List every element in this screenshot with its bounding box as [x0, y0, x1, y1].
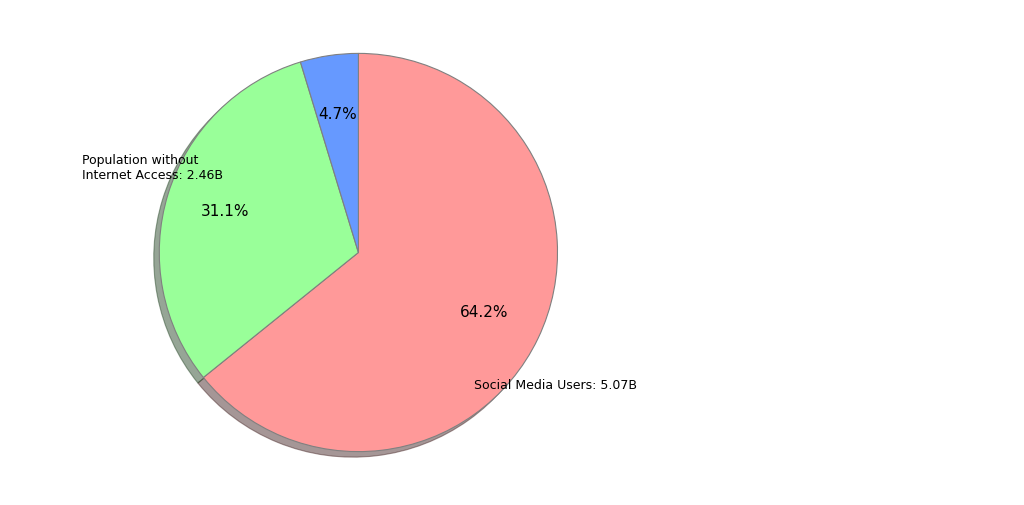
Text: 4.7%: 4.7%: [318, 107, 357, 122]
Text: 31.1%: 31.1%: [201, 204, 250, 219]
Text: Population without
Internet Access: 2.46B: Population without Internet Access: 2.46…: [83, 154, 223, 182]
Text: Social Media Users: 5.07B: Social Media Users: 5.07B: [474, 379, 637, 392]
Wedge shape: [160, 62, 358, 377]
Text: 64.2%: 64.2%: [460, 305, 508, 320]
Wedge shape: [204, 54, 557, 451]
Wedge shape: [300, 54, 358, 252]
